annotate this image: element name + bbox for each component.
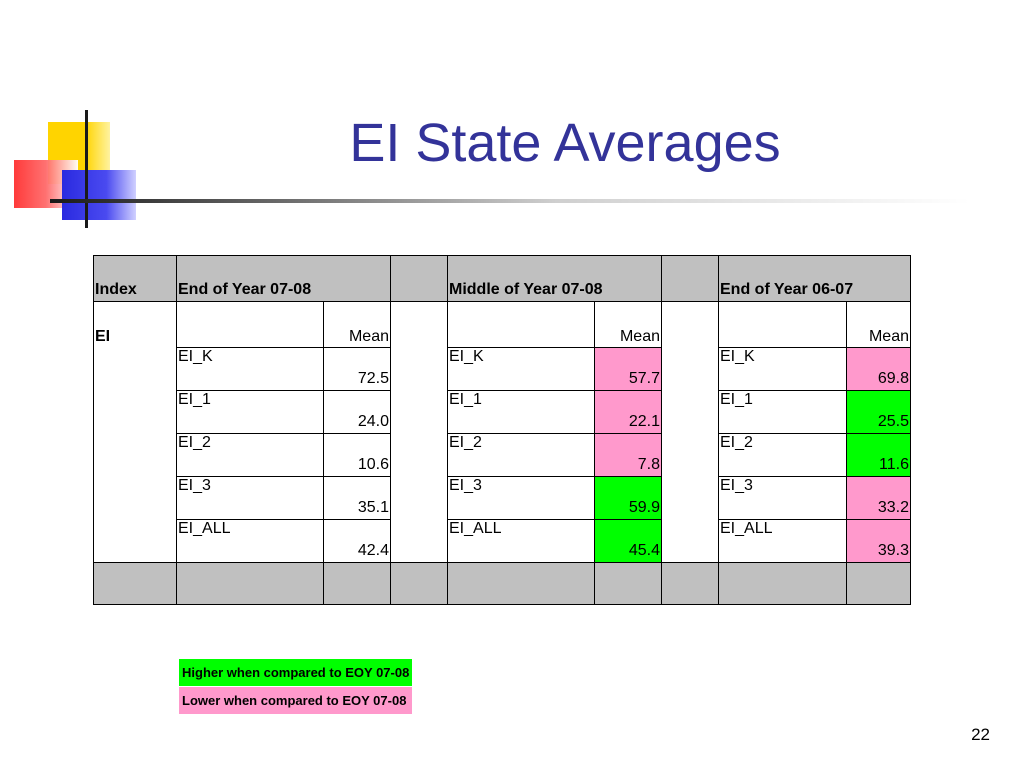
value-eoy-0708: 42.4 <box>323 519 391 563</box>
spacer-column <box>390 301 448 563</box>
row-label: EI_1 <box>718 390 847 434</box>
table-row: EI_K 72.5 EI_K 57.7 EI_K 69.8 <box>94 347 911 391</box>
footer-cell <box>594 562 662 605</box>
table-footer-row <box>93 562 911 605</box>
color-legend: Higher when compared to EOY 07-08 Lower … <box>177 658 414 715</box>
averages-table: Index End of Year 07-08 Middle of Year 0… <box>93 255 911 605</box>
row-label: EI_1 <box>176 390 324 434</box>
mean-label-eoy-0708: Mean <box>323 301 391 348</box>
footer-cell <box>323 562 391 605</box>
row-label: EI_K <box>447 347 595 391</box>
row-label: EI_ALL <box>176 519 324 563</box>
empty-cell <box>718 301 847 348</box>
footer-cell <box>447 562 595 605</box>
footer-cell <box>661 562 719 605</box>
value-moy-0708: 22.1 <box>594 390 662 434</box>
blue-square-decoration <box>62 170 136 220</box>
empty-cell <box>447 301 595 348</box>
header-spacer <box>390 255 448 302</box>
value-eoy-0708: 10.6 <box>323 433 391 477</box>
row-label: EI_2 <box>447 433 595 477</box>
value-eoy-0708: 72.5 <box>323 347 391 391</box>
table-row: EI_1 24.0 EI_1 22.1 EI_1 25.5 <box>94 390 911 434</box>
value-moy-0708: 57.7 <box>594 347 662 391</box>
header-index: Index <box>93 255 177 302</box>
row-label: EI_3 <box>447 476 595 520</box>
row-label: EI_3 <box>718 476 847 520</box>
header-spacer <box>661 255 719 302</box>
value-eoy-0607: 39.3 <box>846 519 911 563</box>
empty-cell <box>176 301 324 348</box>
mean-label-row: EI Mean Mean Mean <box>93 301 911 563</box>
legend-lower: Lower when compared to EOY 07-08 <box>177 686 414 715</box>
row-label: EI_ALL <box>718 519 847 563</box>
footer-cell <box>176 562 324 605</box>
footer-cell <box>846 562 911 605</box>
header-eoy-0607: End of Year 06-07 <box>718 255 911 302</box>
value-moy-0708: 45.4 <box>594 519 662 563</box>
value-eoy-0607: 69.8 <box>846 347 911 391</box>
table-row: EI_2 10.6 EI_2 7.8 EI_2 11.6 <box>94 433 911 477</box>
index-value: EI <box>93 301 177 563</box>
value-eoy-0607: 11.6 <box>846 433 911 477</box>
table-row: EI_3 35.1 EI_3 59.9 EI_3 33.2 <box>94 476 911 520</box>
value-eoy-0607: 33.2 <box>846 476 911 520</box>
slide-logo-decoration <box>0 0 1024 240</box>
header-eoy-0708: End of Year 07-08 <box>176 255 391 302</box>
table-row: EI_ALL 42.4 EI_ALL 45.4 EI_ALL 39.3 <box>94 519 911 563</box>
row-label: EI_3 <box>176 476 324 520</box>
row-label: EI_K <box>176 347 324 391</box>
title-underline-rule <box>50 199 970 203</box>
row-label: EI_2 <box>176 433 324 477</box>
spacer-column <box>661 301 719 563</box>
footer-cell <box>718 562 847 605</box>
mean-label-moy-0708: Mean <box>594 301 662 348</box>
page-number: 22 <box>971 725 990 744</box>
value-eoy-0708: 24.0 <box>323 390 391 434</box>
value-eoy-0708: 35.1 <box>323 476 391 520</box>
value-moy-0708: 59.9 <box>594 476 662 520</box>
row-label: EI_K <box>718 347 847 391</box>
mean-label-eoy-0607: Mean <box>846 301 911 348</box>
footer-cell <box>390 562 448 605</box>
slide-title: EI State Averages <box>349 113 781 173</box>
row-label: EI_1 <box>447 390 595 434</box>
value-eoy-0607: 25.5 <box>846 390 911 434</box>
header-moy-0708: Middle of Year 07-08 <box>447 255 662 302</box>
footer-cell <box>93 562 177 605</box>
legend-higher: Higher when compared to EOY 07-08 <box>177 658 414 687</box>
row-label: EI_ALL <box>447 519 595 563</box>
value-moy-0708: 7.8 <box>594 433 662 477</box>
row-label: EI_2 <box>718 433 847 477</box>
table-header-row: Index End of Year 07-08 Middle of Year 0… <box>93 255 911 302</box>
vertical-rule <box>85 110 88 228</box>
